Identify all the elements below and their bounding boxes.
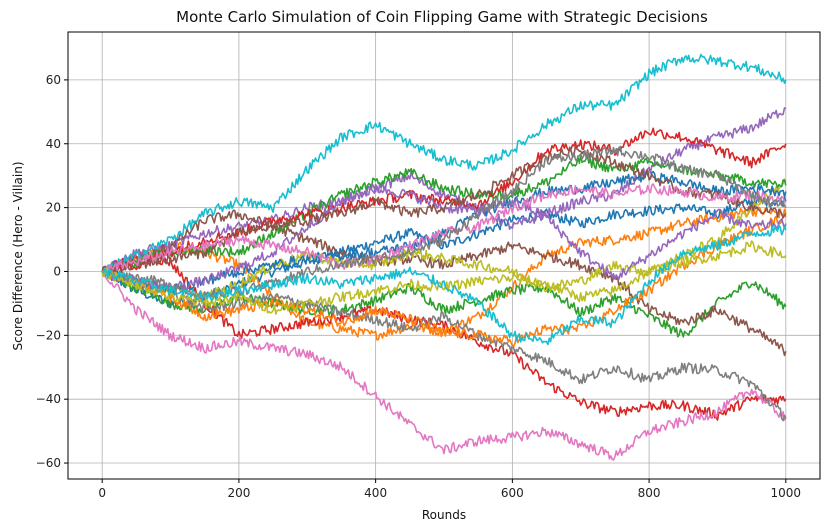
- y-axis-label: Score Difference (Hero - Villain): [11, 161, 25, 350]
- series-line-sim-12: [101, 212, 787, 348]
- series-line-sim-10: [101, 53, 787, 274]
- x-tick-label: 200: [227, 486, 250, 500]
- chart-title: Monte Carlo Simulation of Coin Flipping …: [176, 8, 708, 26]
- x-axis: 0 200 400 600 800 1000: [98, 479, 801, 500]
- y-tick-label: −60: [36, 456, 61, 470]
- series-line-sim-20: [101, 224, 787, 346]
- x-tick-label: 600: [501, 486, 524, 500]
- series-line-sim-8: [101, 266, 787, 422]
- y-tick-label: 60: [46, 73, 61, 87]
- series-line-sim-6: [101, 209, 787, 357]
- y-axis: −60 −40 −20 0 20 40 60: [36, 73, 68, 470]
- x-axis-label: Rounds: [422, 508, 466, 522]
- series-line-sim-18: [101, 145, 787, 300]
- y-tick-label: −20: [36, 328, 61, 342]
- y-tick-label: −40: [36, 392, 61, 406]
- series-line-sim-16: [101, 145, 787, 276]
- x-tick-label: 1000: [771, 486, 802, 500]
- x-tick-label: 0: [98, 486, 106, 500]
- series-line-sim-5: [101, 107, 787, 275]
- y-tick-label: 20: [46, 201, 61, 215]
- series-line-sim-17: [102, 183, 787, 273]
- series-line-sim-7: [101, 271, 787, 461]
- x-tick-label: 800: [638, 486, 661, 500]
- plot-frame: [67, 31, 821, 480]
- x-tick-label: 400: [364, 486, 387, 500]
- y-tick-label: 0: [53, 264, 61, 278]
- y-tick-label: 40: [46, 137, 61, 151]
- series-layer: [101, 53, 787, 461]
